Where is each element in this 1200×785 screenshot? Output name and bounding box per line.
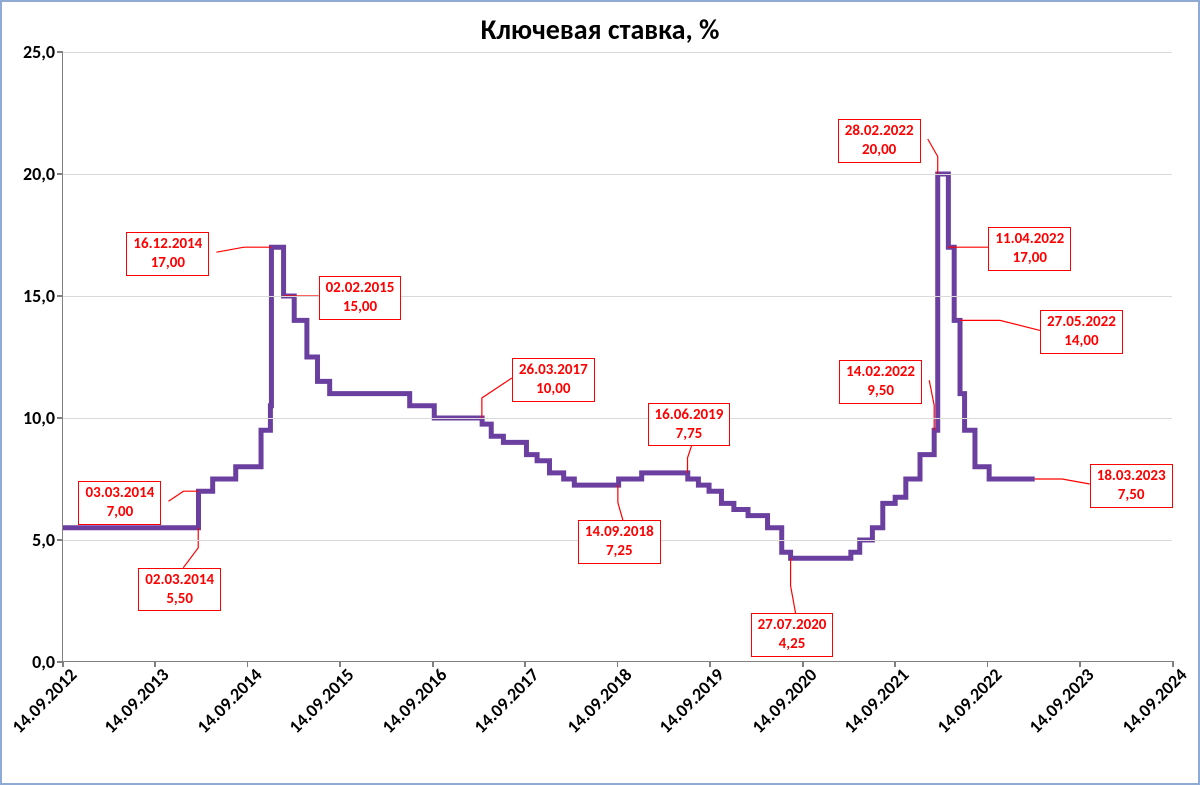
- x-tick-label: 14.09.2024: [1115, 661, 1192, 738]
- x-tick-label: 14.09.2017: [467, 661, 544, 738]
- gridline: [63, 174, 1172, 175]
- callout-label: 14.09.20187,25: [578, 520, 661, 564]
- callout-leader: [183, 528, 198, 568]
- plot-area: 0,05,010,015,020,025,014.09.201214.09.20…: [62, 52, 1172, 662]
- callout-leader: [791, 558, 796, 613]
- callout-leader: [168, 491, 198, 501]
- callout-label: 18.03.20237,50: [1090, 464, 1173, 508]
- callout-label: 03.03.20147,00: [78, 481, 161, 525]
- plot-svg: [63, 52, 1173, 662]
- callout-leader: [618, 485, 623, 520]
- callout-label: 28.02.202220,00: [838, 119, 921, 163]
- callout-label: 11.04.202217,00: [988, 227, 1071, 271]
- y-tick-label: 5,0: [32, 529, 63, 551]
- x-tick-label: 14.09.2016: [375, 661, 452, 738]
- gridline: [63, 418, 1172, 419]
- callout-label: 27.07.20204,25: [751, 613, 834, 657]
- callout-label: 26.03.201710,00: [512, 358, 595, 402]
- callout-label: 02.03.20145,50: [138, 568, 221, 612]
- y-tick-label: 20,0: [23, 163, 63, 185]
- x-tick-label: 14.09.2014: [189, 661, 266, 738]
- x-tick-label: 14.09.2013: [97, 661, 174, 738]
- callout-leader: [960, 320, 1040, 330]
- callout-leader: [1035, 479, 1090, 484]
- x-tick-label: 14.09.2021: [837, 661, 914, 738]
- y-tick-label: 15,0: [23, 285, 63, 307]
- callout-label: 16.06.20197,75: [648, 403, 731, 447]
- x-tick-label: 14.09.2019: [652, 661, 729, 738]
- y-tick-label: 10,0: [23, 407, 63, 429]
- callout-label: 02.02.201515,00: [319, 276, 402, 320]
- callout-leader: [482, 378, 512, 418]
- callout-label: 16.12.201417,00: [126, 232, 209, 276]
- gridline: [63, 52, 1172, 53]
- gridline: [63, 296, 1172, 297]
- callout-label: 14.02.20229,50: [839, 360, 922, 404]
- x-tick-label: 14.09.2022: [929, 661, 1006, 738]
- x-tick-label: 14.09.2020: [745, 661, 822, 738]
- chart-container: Ключевая ставка, % 0,05,010,015,020,025,…: [0, 0, 1200, 785]
- callout-label: 27.05.202214,00: [1040, 310, 1123, 354]
- callout-leader: [688, 443, 693, 473]
- x-tick-label: 14.09.2023: [1022, 661, 1099, 738]
- callout-leader: [216, 247, 271, 252]
- callout-leader: [928, 139, 938, 174]
- x-tick-label: 14.09.2015: [282, 661, 359, 738]
- callout-leader: [929, 380, 934, 430]
- y-tick-label: 25,0: [23, 41, 63, 63]
- x-tick-label: 14.09.2018: [559, 661, 636, 738]
- chart-title: Ключевая ставка, %: [2, 12, 1198, 47]
